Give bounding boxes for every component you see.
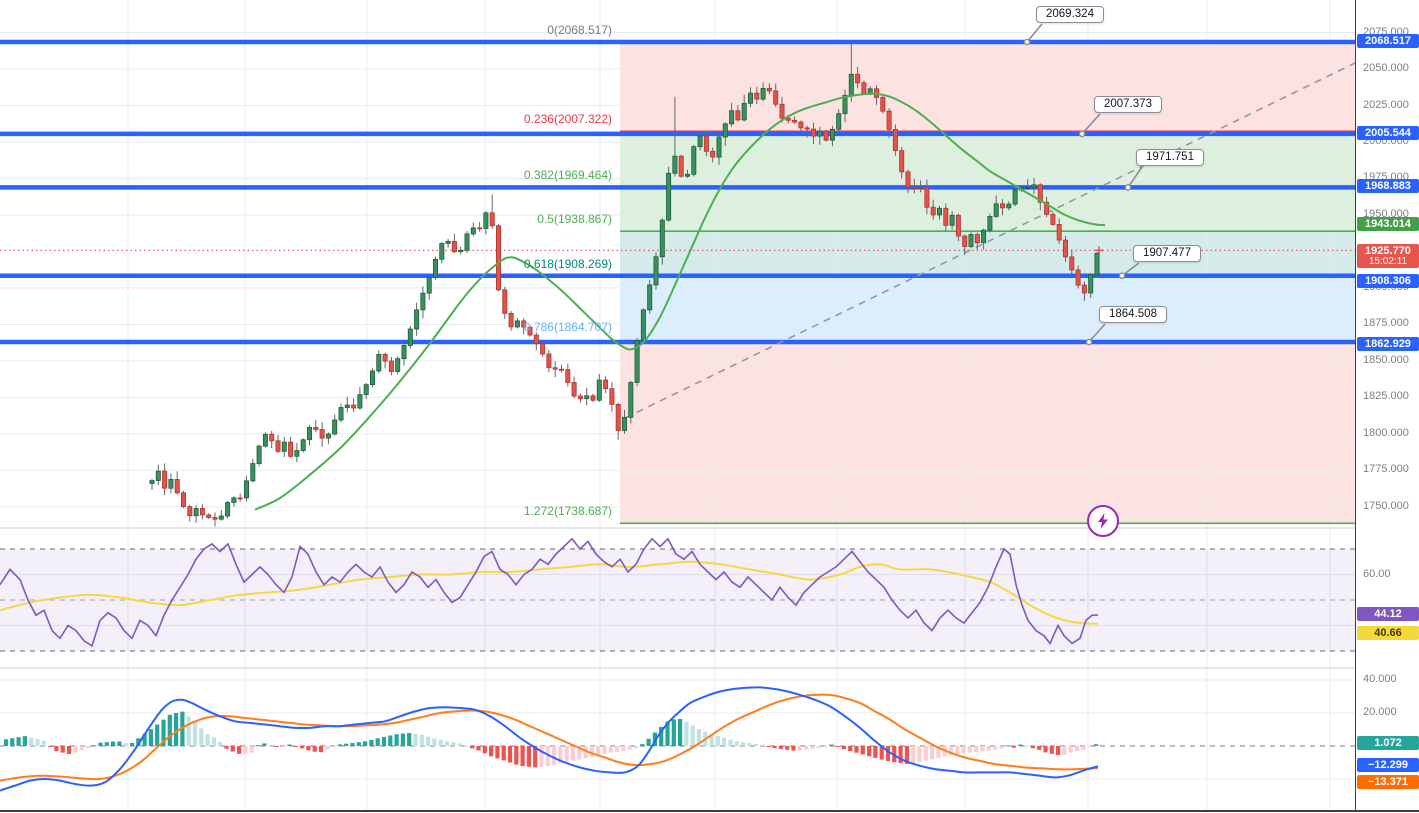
price-axis[interactable]: 2100.0002075.0002050.0002025.0002000.000… (1355, 0, 1419, 810)
macd-axis-tick: 20.000 (1363, 706, 1397, 718)
price-badge-value: 1908.306 (1365, 275, 1411, 287)
price-axis-tick: 1875.000 (1363, 317, 1409, 330)
callout-tails (1023, 23, 1143, 346)
pane-separators (0, 527, 1419, 812)
price-callout[interactable]: 2069.324 (1036, 6, 1104, 23)
price-badge-value: 1943.014 (1365, 218, 1411, 231)
price-callout[interactable]: 1907.477 (1133, 245, 1201, 262)
fib-level-label: 0.236(2007.322) (523, 112, 612, 127)
trendline[interactable] (624, 62, 1356, 419)
price-callout[interactable]: 1864.508 (1099, 306, 1167, 323)
macd-badge: −12.299 (1357, 758, 1419, 773)
rsi-badge: 44.12 (1357, 606, 1419, 621)
fib-level-label: 0.382(1969.464) (523, 167, 612, 182)
macd-pane (0, 686, 1355, 792)
fib-level-label: 0(2068.517) (547, 23, 612, 37)
price-axis-tick: 1800.000 (1363, 426, 1409, 439)
price-badge: 1943.014 (1357, 217, 1419, 232)
ma-line (254, 92, 1106, 511)
price-badge-value: 2005.544 (1365, 126, 1411, 139)
macd-badge: −13.371 (1357, 775, 1419, 789)
price-badge: 1862.929 (1357, 337, 1419, 351)
lightning-bolt-icon (1098, 513, 1108, 529)
price-badge: 1968.883 (1357, 179, 1419, 194)
price-axis-tick: 1950.000 (1363, 207, 1409, 220)
current-price-line (0, 246, 1355, 255)
price-badge: 1925.770 15:02:11 (1357, 244, 1419, 268)
rsi-axis-tick: 60.00 (1363, 567, 1391, 580)
price-axis-tick: 2100.000 (1363, 0, 1409, 1)
price-axis-tick: 1775.000 (1363, 463, 1409, 476)
price-badge: 2005.544 (1357, 125, 1419, 140)
price-axis-tick: 1750.000 (1363, 499, 1409, 512)
fib-level-label: 1.272(1738.687) (523, 504, 612, 519)
price-axis-tick: 1850.000 (1363, 353, 1409, 366)
macd-badge: 1.072 (1357, 736, 1419, 751)
fib-level-label: 0.618(1908.269) (523, 256, 612, 271)
price-axis-tick: 2025.000 (1363, 98, 1409, 111)
price-badge: 1908.306 (1357, 274, 1419, 288)
price-badge-value: 1862.929 (1365, 338, 1411, 350)
price-badge-value: 1968.883 (1365, 180, 1411, 193)
price-axis-tick: 2050.000 (1363, 62, 1409, 75)
price-badge: 2068.517 (1357, 34, 1419, 48)
rsi-band (0, 548, 1355, 652)
price-badge-value: 1925.770 (1365, 245, 1411, 257)
price-badge-time: 15:02:11 (1368, 256, 1408, 267)
price-badge-value: 2068.517 (1365, 35, 1411, 47)
price-axis-tick: 1825.000 (1363, 390, 1409, 403)
fib-zones (620, 42, 1355, 524)
macd-axis-tick: 40.000 (1363, 673, 1397, 685)
rsi-badge: 40.66 (1357, 626, 1419, 640)
lightning-bolt-button[interactable] (1087, 505, 1119, 537)
rsi-pane (0, 537, 1099, 648)
price-callout[interactable]: 2007.373 (1094, 96, 1162, 113)
candlesticks (149, 41, 1100, 527)
fib-level-label: 0.5(1938.867) (537, 212, 612, 227)
fib-level-label: 0.786(1864.707) (523, 320, 612, 335)
price-callout[interactable]: 1971.751 (1136, 149, 1204, 166)
